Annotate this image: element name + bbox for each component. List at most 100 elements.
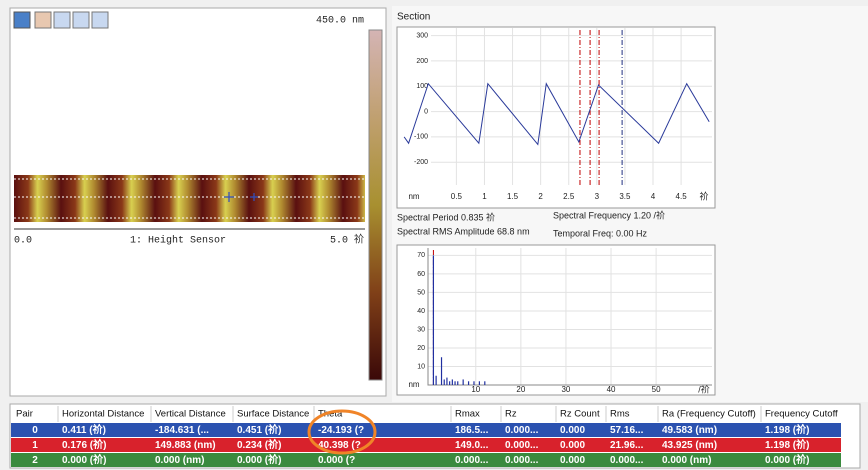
y-tick-label: 30 <box>417 326 425 333</box>
spectrum-box <box>397 245 715 395</box>
cell: 57.16... <box>610 425 644 436</box>
spectrum-bar <box>449 381 450 385</box>
x-axis-label: 祄 <box>699 190 708 201</box>
spectrum-bar <box>452 379 453 385</box>
spectrum-bar <box>468 381 469 385</box>
section-box <box>397 27 715 208</box>
spectrum-bar <box>433 255 434 385</box>
channel-label: 1: Height Sensor <box>130 235 226 247</box>
x-tick-label: 0.5 <box>451 192 463 201</box>
x-tick-label: 20 <box>516 385 525 394</box>
x-tick-label: 2.5 <box>563 192 575 201</box>
x-end: 5.0 祄 <box>330 233 364 247</box>
cell: 0.000 (? <box>318 455 355 466</box>
height-image <box>14 175 365 222</box>
cell: 49.583 (nm) <box>662 425 717 436</box>
cell: 0.000 (祄) <box>765 453 809 466</box>
cell: 0.000 (nm) <box>662 455 711 466</box>
spectral-frequency: Spectral Frequency 1.20 /祄 <box>553 209 665 220</box>
tool-icon[interactable] <box>92 12 108 28</box>
cell: 1 <box>32 440 38 451</box>
spectral-rms: Spectral RMS Amplitude 68.8 nm <box>397 226 530 236</box>
cell: 1.198 (祄) <box>765 423 809 436</box>
x-tick-label: 4 <box>651 192 656 201</box>
y-axis-label: nm <box>408 380 419 389</box>
cell: 0.000 <box>560 440 585 451</box>
cell: 149.883 (nm) <box>155 440 216 451</box>
table-row <box>11 453 841 467</box>
column-header: Horizontal Distance <box>62 409 144 420</box>
section-title: Section <box>397 12 430 23</box>
column-header: Surface Distance <box>237 409 309 420</box>
column-header: Rms <box>610 409 630 420</box>
cell: 0.451 (祄) <box>237 423 281 436</box>
cell: 0.000 <box>560 425 585 436</box>
spectrum-bar <box>446 378 447 385</box>
cell: -24.193 (? <box>318 425 364 436</box>
column-header: Theta <box>318 409 343 420</box>
cell: 0.176 (祄) <box>62 438 106 451</box>
x-tick-label: 10 <box>471 385 480 394</box>
y-tick-label: 60 <box>417 271 425 278</box>
cell: 186.5... <box>455 425 489 436</box>
cell: 0.000... <box>505 440 539 451</box>
cell: 0.000 <box>560 455 585 466</box>
spectrum-bar <box>484 381 485 385</box>
cell: 0 <box>32 425 38 436</box>
spectrum-bar <box>444 379 445 385</box>
cell: 149.0... <box>455 440 489 451</box>
x-tick-label: 4.5 <box>676 192 688 201</box>
cell: 43.925 (nm) <box>662 440 717 451</box>
column-header: Pair <box>16 409 33 420</box>
cell: -184.631 (... <box>155 425 209 436</box>
cell: 0.000 (祄) <box>62 453 106 466</box>
y-axis-label: nm <box>408 192 419 201</box>
spectrum-bar <box>436 376 437 385</box>
column-header: Rz <box>505 409 517 420</box>
spectrum-bar <box>473 381 474 385</box>
x-tick-label: 1.5 <box>507 192 519 201</box>
tool-icon[interactable] <box>54 12 70 28</box>
spectrum-bar <box>479 381 480 385</box>
x-tick-label: 1 <box>482 192 487 201</box>
tool-icon[interactable] <box>35 12 51 28</box>
y-tick-label: 200 <box>416 58 428 65</box>
tool-icon[interactable] <box>14 12 30 28</box>
cell: 0.411 (祄) <box>62 423 106 436</box>
y-tick-label: 70 <box>417 252 425 259</box>
cell: 0.000 (nm) <box>155 455 204 466</box>
column-header: Rmax <box>455 409 480 420</box>
cell: 40.398 (? <box>318 440 361 451</box>
column-header: Frequency Cutoff <box>765 409 838 420</box>
y-tick-label: 20 <box>417 345 425 352</box>
cell: 0.000... <box>505 455 539 466</box>
x-tick-label: 3.5 <box>619 192 631 201</box>
spectrum-bar <box>463 379 464 385</box>
scale-max: 450.0 nm <box>316 16 364 27</box>
cell: 2 <box>32 455 38 466</box>
color-bar <box>369 30 382 380</box>
tool-icon[interactable] <box>73 12 89 28</box>
toolbar <box>14 12 108 28</box>
x-tick-label: 3 <box>595 192 600 201</box>
x-start: 0.0 <box>14 236 32 247</box>
cell: 0.000... <box>455 455 489 466</box>
cell: 0.234 (祄) <box>237 438 281 451</box>
cell: 1.198 (祄) <box>765 438 809 451</box>
y-tick-label: -200 <box>414 159 428 166</box>
x-tick-label: 50 <box>652 385 661 394</box>
screen: 450.0 nm 0.0 1: Height Sensor 5.0 祄 Sect… <box>0 0 868 470</box>
y-tick-label: 0 <box>424 108 428 115</box>
cell: 0.000... <box>505 425 539 436</box>
cell: 0.000... <box>610 455 644 466</box>
y-tick-label: 40 <box>417 308 425 315</box>
spectral-period: Spectral Period 0.835 祄 <box>397 211 495 222</box>
cell: 21.96... <box>610 440 644 451</box>
y-tick-label: -100 <box>414 134 428 141</box>
y-tick-label: 10 <box>417 363 425 370</box>
y-tick-label: 50 <box>417 289 425 296</box>
spectrum-bar <box>441 357 442 385</box>
y-tick-label: 300 <box>416 32 428 39</box>
x-tick-label: 30 <box>561 385 570 394</box>
column-header: Ra (Frequency Cutoff) <box>662 409 756 420</box>
